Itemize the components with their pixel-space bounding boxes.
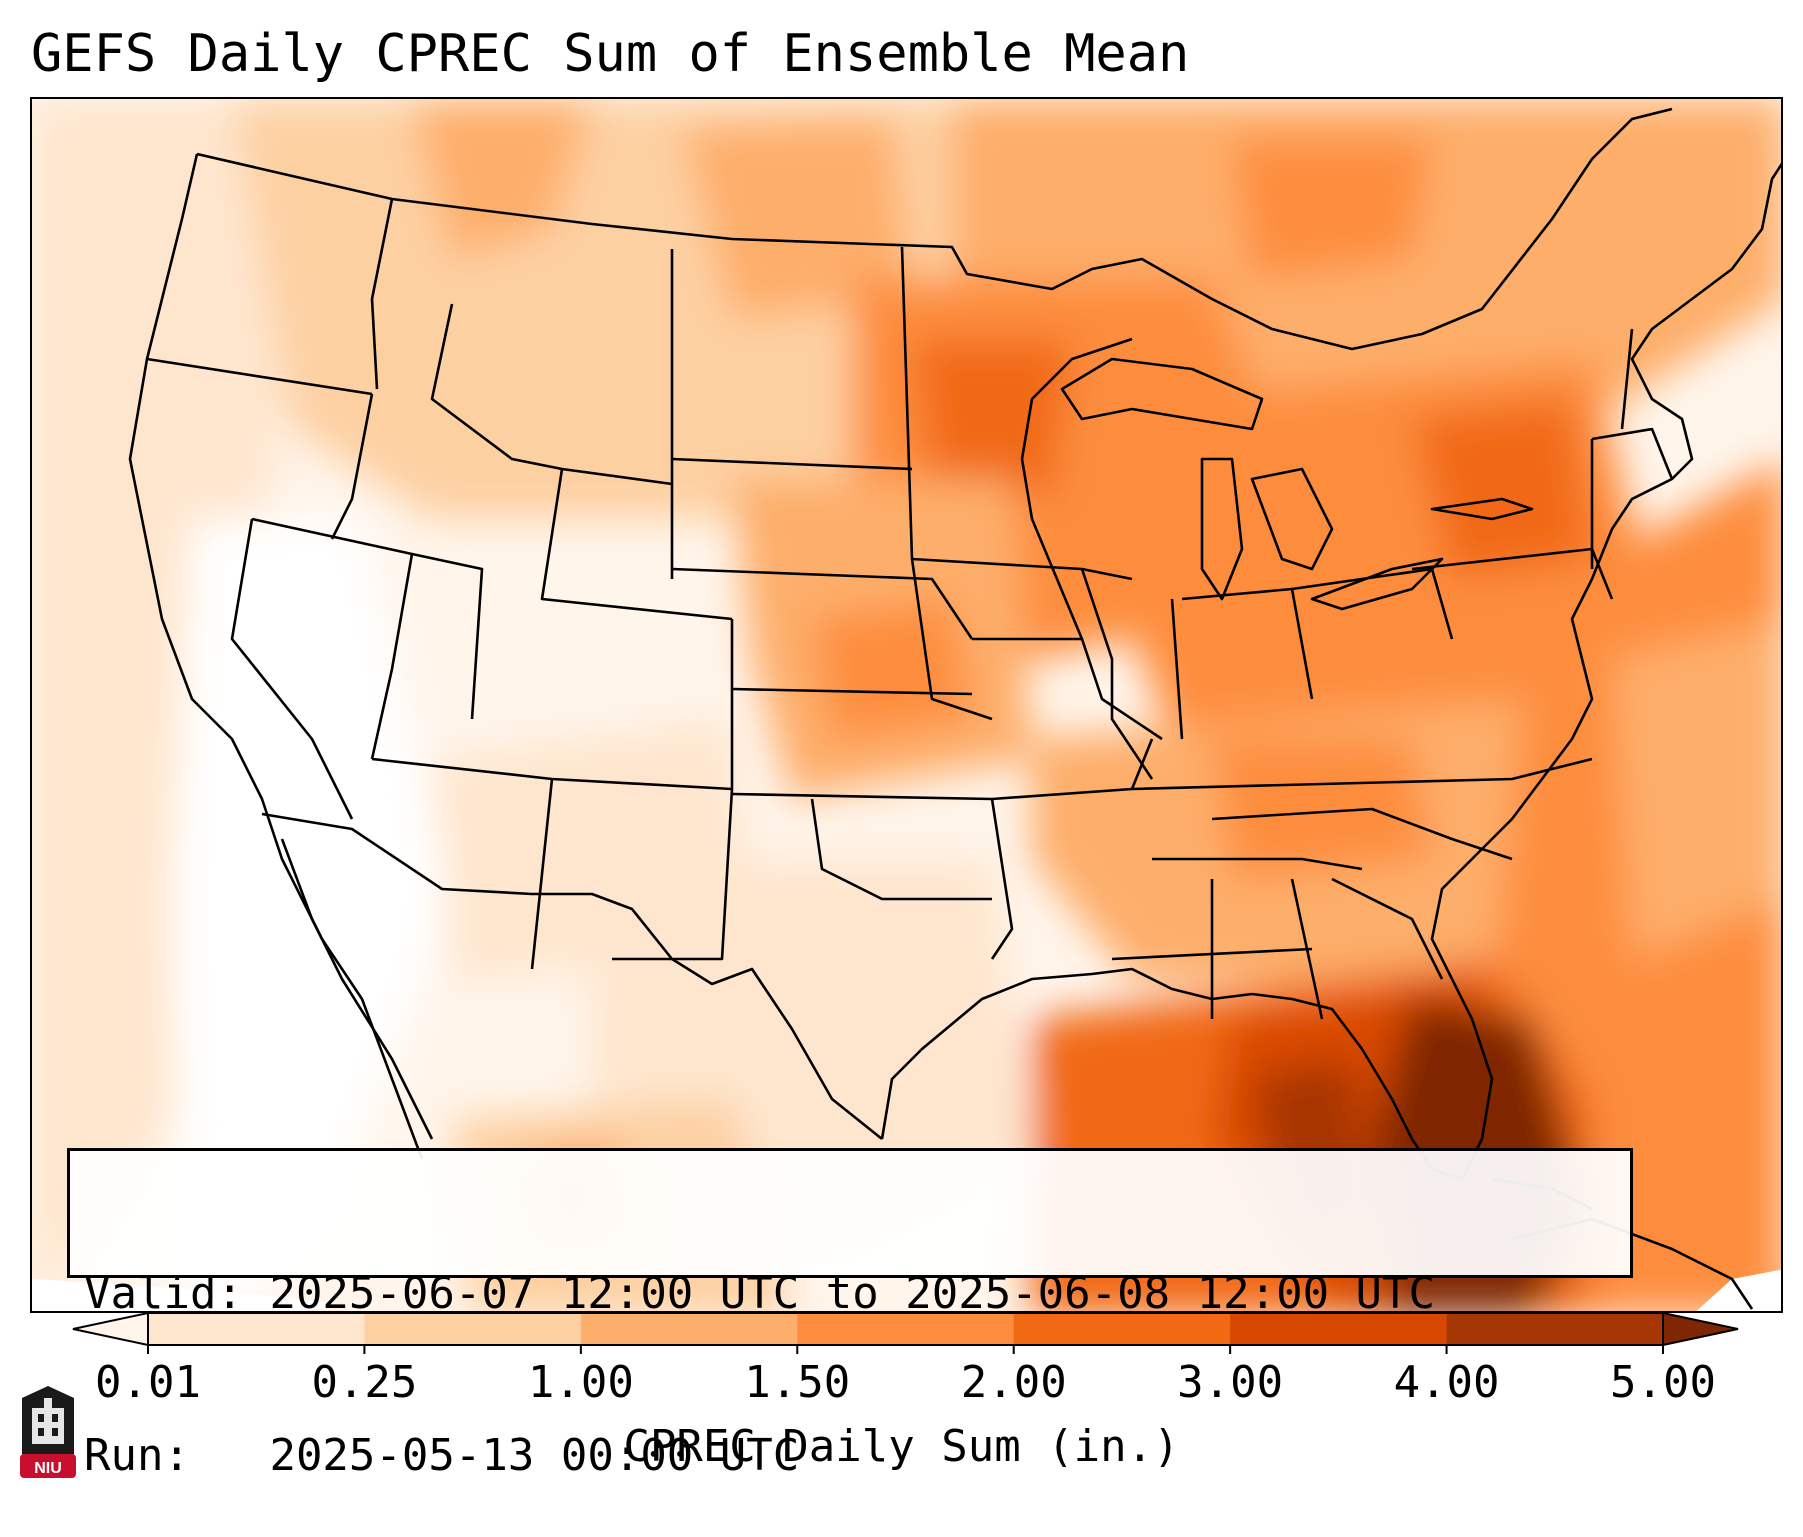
niu-logo: NIU <box>20 1386 76 1478</box>
niu-logo-text: NIU <box>34 1460 62 1477</box>
colorbar-tick-label: 0.01 <box>95 1357 201 1408</box>
colorbar-tick-label: 0.25 <box>311 1357 418 1408</box>
colorbar-label: CPREC Daily Sum (in.) <box>623 1421 1180 1472</box>
colorbar-segment <box>580 1313 798 1345</box>
colorbar-tick-label: 4.00 <box>1393 1357 1500 1408</box>
colorbar <box>72 1311 1739 1354</box>
map-title: GEFS Daily CPREC Sum of Ensemble Mean <box>31 24 1190 84</box>
valid-value: 2025-06-07 12:00 UTC to 2025-06-08 12:00… <box>269 1268 1436 1319</box>
valid-run-info-box: Valid: 2025-06-07 12:00 UTC to 2025-06-0… <box>67 1148 1633 1481</box>
valid-row: Valid: 2025-06-07 12:00 UTC to 2025-06-0… <box>84 1267 1630 1321</box>
valid-label: Valid: <box>84 1268 243 1319</box>
run-row: Run: 2025-05-13 00:00 UTC <box>84 1429 1630 1483</box>
colorbar-segment <box>1446 1313 1664 1345</box>
precip-map <box>30 97 1783 1313</box>
colorbar-tick-label: 5.00 <box>1610 1357 1716 1408</box>
colorbar-segment <box>797 1313 1015 1345</box>
colorbar-tick-label: 1.00 <box>527 1357 634 1408</box>
colorbar-tick-label: 3.00 <box>1177 1357 1284 1408</box>
colorbar-segment <box>1230 1313 1448 1345</box>
colorbar-extend-low <box>72 1311 149 1347</box>
precip-field <box>32 99 1781 1311</box>
colorbar-segment <box>364 1313 582 1345</box>
colorbar-frame <box>147 1312 1664 1346</box>
colorbar-segment <box>148 1313 365 1345</box>
colorbar-tick-label: 1.50 <box>744 1357 851 1408</box>
colorbar-extend-high <box>1662 1311 1739 1347</box>
run-label: Run: <box>84 1430 190 1481</box>
colorbar-tick-label: 2.00 <box>960 1357 1067 1408</box>
colorbar-segment <box>1013 1313 1231 1345</box>
precip-map-canvas <box>32 99 1781 1311</box>
state-borders <box>128 107 1781 1310</box>
run-value: 2025-05-13 00:00 UTC <box>269 1430 800 1481</box>
